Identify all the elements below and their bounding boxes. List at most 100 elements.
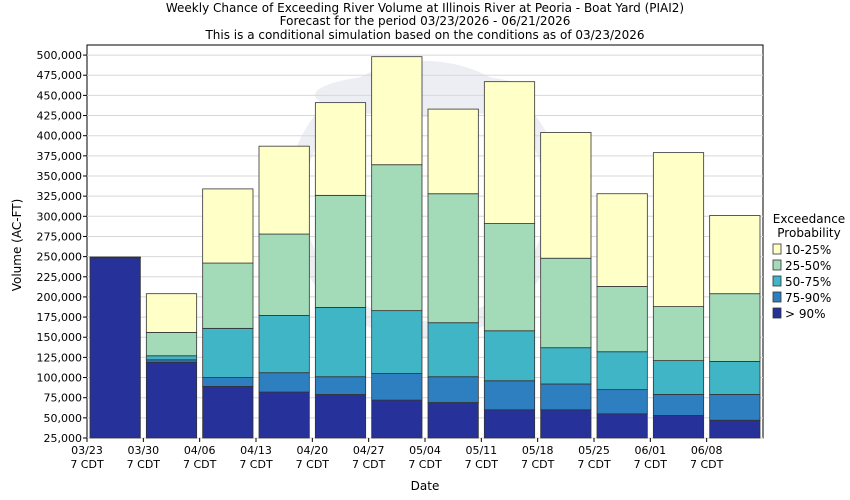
bar-segment-25-50-04-06	[202, 262, 254, 329]
legend-label: > 90%	[785, 307, 826, 321]
y-tick-label: 100,000	[37, 372, 83, 385]
bar-segment-75-90-04-20	[314, 376, 367, 395]
bar-segment-50-75-04-27	[371, 310, 423, 374]
y-tick-label: 375,000	[37, 150, 83, 163]
legend: Exceedance Probability 10-25% 25-50% 50-75…	[772, 212, 845, 321]
bar-segment-10-25-04-06	[202, 188, 254, 264]
bar-segment-50-75-04-20	[314, 307, 367, 378]
y-tick-label: 50,000	[44, 412, 83, 425]
x-tick-date: 05/18	[522, 444, 554, 457]
bar-segment-90-04-13	[258, 391, 310, 439]
bar-segment-10-25-05-18	[540, 132, 592, 259]
x-tick-date: 03/30	[127, 444, 159, 457]
legend-swatch	[772, 291, 782, 303]
x-tick-date: 04/13	[240, 444, 272, 457]
bars	[89, 56, 761, 439]
y-tick-label: 450,000	[37, 89, 83, 102]
x-tick-date: 05/04	[409, 444, 441, 457]
x-tick-tz: 7 CDT	[690, 458, 724, 471]
bar-segment-10-25-05-11	[483, 81, 536, 224]
bar-segment-90-04-27	[371, 399, 423, 439]
y-axis-label: Volume (AC-FT)	[10, 199, 24, 292]
y-tick-label: 75,000	[44, 392, 83, 405]
bar-segment-75-90-05-11	[483, 380, 536, 411]
bar-segment-75-90-06-01	[652, 394, 705, 416]
legend-title-line-1: Exceedance	[773, 212, 845, 226]
chart-title-line-3: This is a conditional simulation based o…	[204, 28, 644, 42]
x-axis-label: Date	[411, 479, 440, 493]
x-tick-tz: 7 CDT	[577, 458, 611, 471]
bar-segment-75-90-05-18	[540, 383, 592, 411]
bar-segment-10-25-06-01	[652, 152, 705, 307]
legend-label: 25-50%	[785, 259, 831, 273]
bar-segment-25-50-05-04	[427, 193, 479, 324]
x-tick-tz: 7 CDT	[521, 458, 555, 471]
y-tick-label: 425,000	[37, 110, 83, 123]
x-tick-tz: 7 CDT	[296, 458, 330, 471]
x-tick-tz: 7 CDT	[239, 458, 273, 471]
bar-segment-25-50-05-18	[540, 257, 592, 349]
bar-segment-90-03-30	[145, 361, 198, 439]
bar-segment-50-75-06-08	[709, 361, 761, 395]
bar-segment-10-25-05-25	[596, 193, 648, 287]
x-tick-date: 05/11	[465, 444, 497, 457]
x-tick-tz: 7 CDT	[352, 458, 386, 471]
y-tick-label: 250,000	[37, 251, 83, 264]
bar-segment-50-75-05-11	[483, 330, 536, 382]
x-tick-date: 03/23	[71, 444, 103, 457]
bar-segment-90-06-08	[709, 419, 761, 439]
x-tick-date: 05/25	[578, 444, 610, 457]
bar-segment-90-04-06	[202, 386, 254, 439]
y-tick-label: 125,000	[37, 351, 83, 364]
bar-segment-90-03-23	[89, 257, 141, 439]
y-tick-label: 275,000	[37, 230, 83, 243]
bar-segment-90-05-25	[596, 413, 648, 439]
bar-segment-10-25-06-08	[709, 215, 761, 295]
y-tick-label: 300,000	[37, 210, 83, 223]
legend-title-line-2: Probability	[777, 226, 840, 240]
bar-segment-50-75-04-13	[258, 315, 310, 374]
legend-swatch	[772, 307, 782, 319]
bar-segment-75-90-04-13	[258, 372, 310, 393]
bar-segment-25-50-06-08	[709, 293, 761, 362]
bar-segment-25-50-04-13	[258, 233, 310, 316]
bar-segment-75-90-05-04	[427, 376, 479, 403]
chart-title-line-1: Weekly Chance of Exceeding River Volume …	[166, 1, 684, 15]
bar-segment-10-25-04-20	[314, 102, 367, 196]
bar-segment-10-25-03-30	[145, 293, 198, 333]
x-tick-date: 04/27	[353, 444, 385, 457]
legend-swatch	[772, 243, 782, 255]
bar-segment-75-90-05-25	[596, 389, 648, 415]
legend-swatch	[772, 259, 782, 271]
y-tick-label: 500,000	[37, 49, 83, 62]
y-tick-label: 475,000	[37, 69, 83, 82]
bar-segment-50-75-05-18	[540, 347, 592, 385]
bar-segment-25-50-04-27	[371, 164, 423, 312]
y-tick-label: 400,000	[37, 130, 83, 143]
legend-label: 75-90%	[785, 291, 831, 305]
bar-segment-75-90-04-06	[202, 377, 254, 387]
bar-segment-10-25-04-13	[258, 145, 310, 235]
bar-segment-25-50-05-11	[483, 223, 536, 332]
y-tick-label: 175,000	[37, 311, 83, 324]
bar-segment-50-75-03-30	[145, 355, 198, 361]
x-tick-tz: 7 CDT	[465, 458, 499, 471]
x-tick-tz: 7 CDT	[70, 458, 104, 471]
y-axis-ticks: 25,000 50,000 75,000 100,000 125,000 150,000 1…	[37, 49, 87, 445]
bar-segment-50-75-04-06	[202, 327, 254, 378]
bar-segment-25-50-03-30	[145, 331, 198, 357]
y-tick-label: 200,000	[37, 291, 83, 304]
x-tick-date: 06/08	[691, 444, 723, 457]
y-tick-label: 325,000	[37, 190, 83, 203]
legend-swatch	[772, 275, 782, 287]
legend-label: 10-25%	[785, 243, 831, 257]
bar-segment-25-50-06-01	[652, 306, 705, 362]
x-tick-date: 04/06	[184, 444, 216, 457]
bar-segment-25-50-05-25	[596, 286, 648, 353]
bar-segment-50-75-05-25	[596, 351, 648, 391]
bar-segment-75-90-04-27	[371, 373, 423, 401]
x-tick-date: 06/01	[634, 444, 666, 457]
x-tick-tz: 7 CDT	[634, 458, 668, 471]
bar-segment-50-75-05-04	[427, 322, 479, 378]
